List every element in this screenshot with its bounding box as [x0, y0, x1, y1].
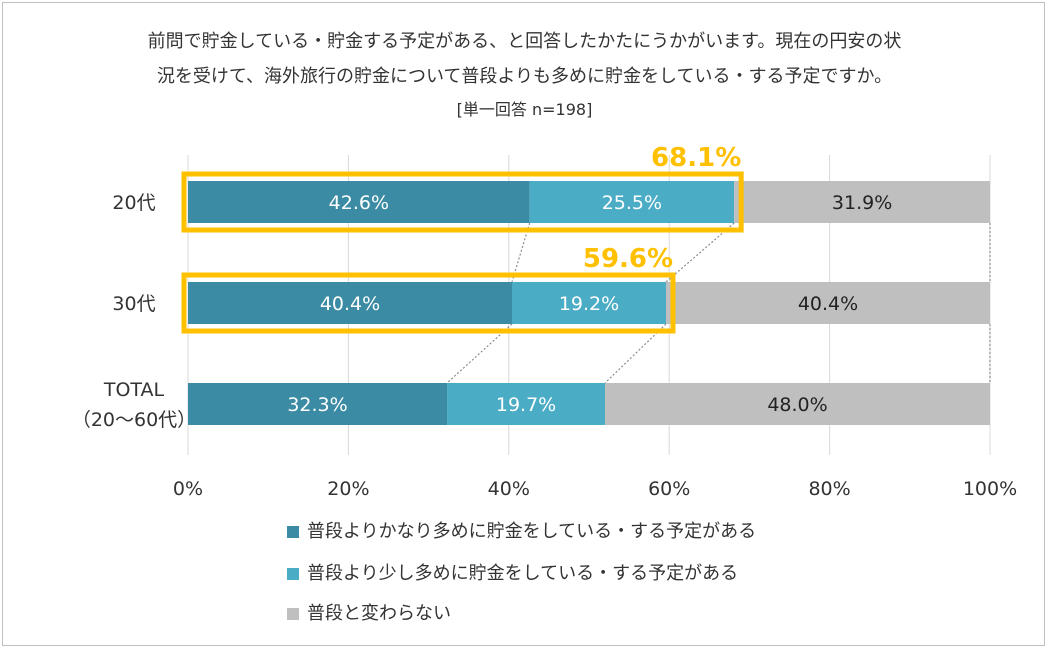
legend-label-series-2: 普段より少し多めに貯金をしている・する予定がある [307, 563, 739, 584]
x-tick-label-100: 100% [963, 478, 1017, 500]
value-label-1-category-3: 32.3% [287, 394, 347, 416]
legend-label-series-1: 普段よりかなり多めに貯金をしている・する予定がある [307, 521, 757, 542]
x-tick-label-40: 40% [488, 478, 530, 500]
category-label-3-line-1: TOTAL [103, 379, 165, 401]
value-label-2-category-2: 19.2% [559, 293, 619, 315]
bar-1-category-2 [188, 282, 513, 324]
labels: 0% 20% 40% 60% 80% 100% 42.6% 25.5% 31.9% 20代 40.4… [72, 143, 1017, 500]
bar-2-category-1 [529, 181, 735, 223]
legend-label-series-3: 普段と変わらない [307, 603, 451, 624]
connector-lines [446, 222, 991, 384]
chart-title-line-1: 前問で貯金している・貯金する予定がある、と回答したかたにうかがいます。現在の円安… [147, 31, 902, 52]
highlight-total-label-category-2: 59.6% [583, 244, 673, 274]
connector-line-0-1 [665, 222, 735, 283]
bar-3-category-2 [665, 282, 990, 324]
bars [188, 181, 990, 425]
bar-2-category-2 [512, 282, 666, 324]
x-tick-label-0: 0% [173, 478, 203, 500]
category-label-1: 20代 [112, 192, 155, 214]
value-label-3-category-1: 31.9% [832, 192, 892, 214]
value-label-2-category-1: 25.5% [602, 192, 662, 214]
x-tick-label-60: 60% [648, 478, 690, 500]
bar-2-category-3 [447, 383, 606, 425]
value-label-3-category-2: 40.4% [798, 293, 858, 315]
category-label-2: 30代 [112, 293, 155, 315]
chart-title-line-2: 況を受けて、海外旅行の貯金について普段よりも多めに貯金をしている・する予定ですか… [156, 66, 893, 87]
x-tick-label-20: 20% [327, 478, 369, 500]
highlight-box-category-1 [181, 171, 744, 233]
value-label-1-category-1: 42.6% [329, 192, 389, 214]
x-tick-label-80: 80% [808, 478, 850, 500]
bar-1-category-1 [188, 181, 530, 223]
highlight-box-category-2 [181, 272, 676, 334]
value-label-2-category-3: 19.7% [496, 394, 556, 416]
bar-3-category-3 [605, 383, 990, 425]
value-label-3-category-3: 48.0% [767, 394, 827, 416]
chart-subtitle: [単一回答 n=198] [456, 100, 593, 119]
category-label-3-line-2: （20～60代） [72, 409, 196, 431]
legend-swatch-series-3 [287, 608, 299, 620]
bar-3-category-1 [734, 181, 990, 223]
connector-line-1-0 [446, 323, 513, 384]
highlights [181, 171, 744, 334]
legend-swatch-series-2 [287, 568, 299, 580]
highlight-total-label-category-1: 68.1% [651, 143, 741, 173]
legend-swatch-series-1 [287, 526, 299, 538]
value-label-1-category-2: 40.4% [320, 293, 380, 315]
bar-1-category-3 [188, 383, 448, 425]
